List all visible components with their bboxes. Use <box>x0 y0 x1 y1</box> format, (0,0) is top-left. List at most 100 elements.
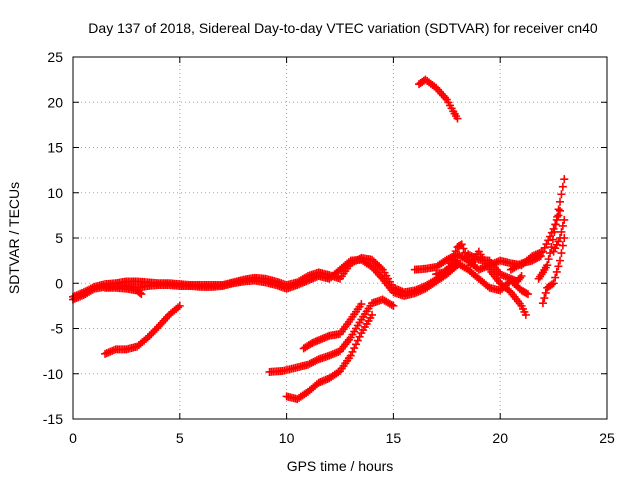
data-point <box>348 347 357 356</box>
data-point <box>558 182 567 191</box>
arc-east-d <box>464 250 526 286</box>
data-point <box>312 356 321 365</box>
y-tick-label: 5 <box>55 230 63 246</box>
data-point <box>517 272 526 281</box>
x-tick-label: 20 <box>492 430 508 446</box>
x-tick-label: 0 <box>69 430 77 446</box>
data-point <box>143 333 152 342</box>
arc-low-left <box>101 301 184 358</box>
data-point <box>557 249 566 258</box>
data-point <box>175 301 184 310</box>
data-point <box>346 351 355 360</box>
x-tick-labels: 0 5 10 15 20 25 <box>69 430 615 446</box>
data-point <box>135 288 144 297</box>
arc-high <box>415 75 462 123</box>
data-point <box>536 252 545 261</box>
data-point <box>451 247 460 256</box>
arc-low-mid-c <box>299 300 366 353</box>
y-tick-label: -15 <box>43 411 63 427</box>
data-point <box>560 175 569 184</box>
y-tick-label: 25 <box>47 49 63 65</box>
data-point <box>560 215 569 224</box>
data-point <box>521 310 530 319</box>
x-tick-label: 25 <box>599 430 615 446</box>
data-point <box>551 273 560 282</box>
data-point <box>538 247 547 256</box>
data-point <box>556 234 565 242</box>
data-point <box>469 253 478 262</box>
data-point <box>303 360 312 369</box>
data-point <box>453 114 462 123</box>
arc-east-h <box>549 215 569 256</box>
y-axis-label: SDTVAR / TECUs <box>6 182 22 294</box>
data-point <box>389 301 398 310</box>
data-point <box>556 206 565 215</box>
y-tick-label: 15 <box>47 140 63 156</box>
y-tick-label: -5 <box>51 321 64 337</box>
data-point <box>551 220 560 229</box>
data-point <box>353 336 362 345</box>
y-tick-label: -10 <box>43 366 63 382</box>
data-point <box>137 290 146 299</box>
data-point <box>523 290 532 299</box>
data-point <box>352 340 361 349</box>
arc-low-mid-a <box>282 310 377 404</box>
y-tick-label: 20 <box>47 94 63 110</box>
data-point <box>149 328 158 337</box>
data-point <box>442 267 451 276</box>
data-point <box>556 197 565 206</box>
y-tick-label: 10 <box>47 185 63 201</box>
data-point <box>309 357 318 366</box>
data-point <box>376 264 385 273</box>
data-point <box>556 256 565 265</box>
data-point <box>473 254 482 263</box>
grid-lines <box>73 57 607 419</box>
data-point <box>467 252 476 261</box>
data-point <box>505 286 514 295</box>
y-tick-labels: -15 -10 -5 0 5 10 15 20 25 <box>43 49 63 427</box>
data-point <box>305 359 314 368</box>
data-point <box>540 294 549 303</box>
data-point <box>547 280 556 289</box>
x-tick-label: 15 <box>386 430 402 446</box>
data-points <box>69 75 569 404</box>
data-point <box>350 344 359 353</box>
data-point <box>152 324 161 333</box>
arc-baseline-c <box>101 283 146 299</box>
chart-title: Day 137 of 2018, Sidereal Day-to-day VTE… <box>88 20 598 36</box>
data-point <box>368 310 377 319</box>
data-point <box>540 243 549 252</box>
x-axis-label: GPS time / hours <box>287 458 394 474</box>
data-point <box>553 212 562 221</box>
data-point <box>334 368 343 377</box>
x-tick-label: 5 <box>176 430 184 446</box>
data-point <box>174 303 183 312</box>
plot-frame <box>72 56 608 420</box>
data-point <box>145 331 154 340</box>
arc-baseline-b <box>69 255 462 304</box>
data-point <box>554 262 563 271</box>
data-point <box>457 240 466 249</box>
x-tick-label: 10 <box>279 430 295 446</box>
data-point <box>549 279 558 288</box>
data-point <box>344 258 353 267</box>
data-point <box>554 205 563 214</box>
arc-east-c <box>449 256 532 299</box>
data-point <box>515 260 524 269</box>
data-point <box>542 240 551 249</box>
arc-east-g <box>534 175 569 283</box>
arc-east-e <box>506 252 545 274</box>
data-point <box>557 190 566 199</box>
data-point <box>459 244 468 253</box>
data-point <box>546 249 555 258</box>
arc-east-f <box>538 234 569 308</box>
data-point <box>311 357 320 366</box>
data-point <box>307 358 316 367</box>
data-point <box>147 329 156 338</box>
data-point <box>541 288 550 297</box>
data-point <box>552 267 561 276</box>
data-point <box>88 285 97 294</box>
data-point <box>355 332 364 341</box>
data-point <box>547 243 556 252</box>
